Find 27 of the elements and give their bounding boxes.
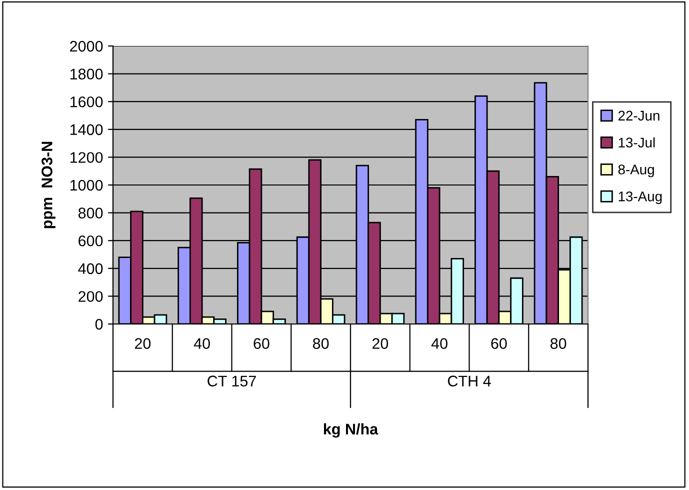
x-tick-label: 40 xyxy=(431,338,448,349)
x-tick-label: 60 xyxy=(491,338,507,349)
y-tick-label: 800 xyxy=(78,208,103,218)
x-axis-title: kg N/ha xyxy=(324,423,378,438)
y-tick-label: 600 xyxy=(78,235,103,246)
y-tick-label: 2000 xyxy=(70,40,103,52)
legend-label: 22-Jun xyxy=(618,110,660,121)
y-tick-label: 1000 xyxy=(70,180,103,191)
legend-label: 13-Aug xyxy=(618,191,662,204)
x-tick-label: 20 xyxy=(134,338,151,349)
y-tick-label: 0 xyxy=(95,318,103,330)
legend-label: 8-Aug xyxy=(618,164,654,178)
text: CTH 4 xyxy=(448,376,491,386)
x-tick-label: 80 xyxy=(550,338,566,349)
y-tick-label: 1400 xyxy=(70,124,103,136)
x-tick-label: 40 xyxy=(194,338,210,349)
x-tick-label: 60 xyxy=(254,338,270,349)
y-axis-title: ppm NO3-N xyxy=(42,142,56,228)
legend-label: 13-Jul xyxy=(618,137,655,148)
y-tick-label: 200 xyxy=(78,291,103,302)
y-tick-label: 400 xyxy=(78,263,103,274)
y-tick-label: 1800 xyxy=(70,68,103,80)
text: CT 157 xyxy=(208,376,256,386)
x-tick-label: 20 xyxy=(372,338,388,349)
y-tick-label: 1200 xyxy=(70,152,103,163)
x-tick-label: 80 xyxy=(312,338,329,349)
y-tick-label: 1600 xyxy=(70,96,103,108)
